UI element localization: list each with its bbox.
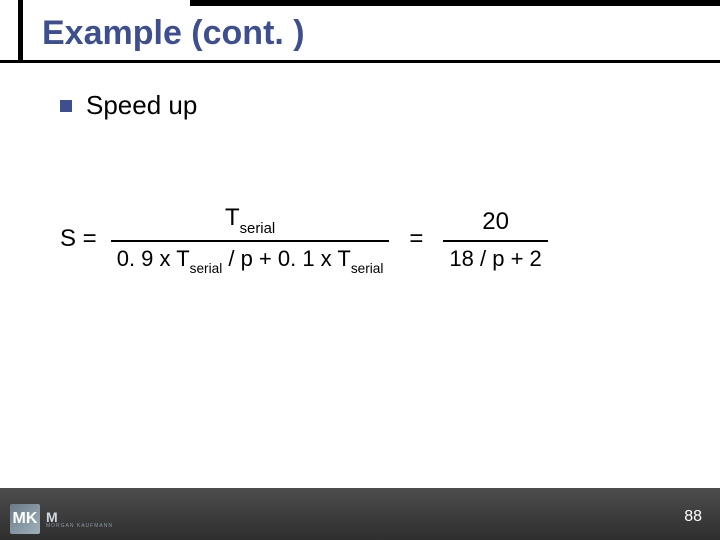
den-mid: / p + 0. 1 x T <box>222 246 351 271</box>
logo-mark: MK <box>10 504 40 534</box>
logo-line2: MORGAN KAUFMANN <box>46 524 113 529</box>
slide: Example (cont. ) Speed up S = Tserial 0.… <box>0 0 720 540</box>
title-underline <box>0 60 720 63</box>
den-sub1: serial <box>190 261 223 276</box>
logo-line1: M <box>46 510 113 524</box>
bullet-icon <box>60 100 72 112</box>
fraction1-denominator: 0. 9 x Tserial / p + 0. 1 x Tserial <box>111 242 390 279</box>
bullet-text: Speed up <box>86 90 197 121</box>
t-base: T <box>225 204 240 231</box>
fraction1-numerator: Tserial <box>219 200 281 240</box>
equation-lhs: S = <box>60 225 97 253</box>
page-number: 88 <box>684 508 702 526</box>
den-prefix: 0. 9 x T <box>117 246 190 271</box>
footer-bar: MK M MORGAN KAUFMANN 88 <box>0 488 720 540</box>
fraction-symbolic: Tserial 0. 9 x Tserial / p + 0. 1 x Tser… <box>111 200 390 279</box>
fraction-numeric: 20 18 / p + 2 <box>443 204 547 275</box>
accent-bar-left <box>18 0 23 60</box>
fraction2-numerator: 20 <box>476 204 515 240</box>
den-sub2: serial <box>351 261 384 276</box>
speedup-equation: S = Tserial 0. 9 x Tserial / p + 0. 1 x … <box>60 200 670 279</box>
fraction2-denominator: 18 / p + 2 <box>443 242 547 275</box>
t-subscript: serial <box>240 221 276 237</box>
slide-title: Example (cont. ) <box>42 14 305 53</box>
accent-bar-top <box>190 0 720 6</box>
logo-text: M MORGAN KAUFMANN <box>46 510 113 529</box>
publisher-logo: MK M MORGAN KAUFMANN <box>10 504 113 534</box>
equals-sign: = <box>403 225 429 253</box>
